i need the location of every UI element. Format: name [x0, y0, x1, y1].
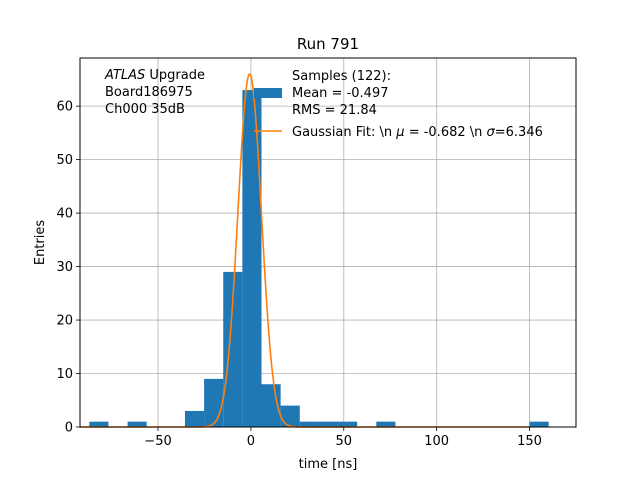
legend-samples-line: Samples (122):: [292, 69, 391, 84]
annotation-line-1: ATLAS Upgrade: [104, 68, 205, 83]
histogram-bar: [184, 410, 205, 427]
plot-background: [80, 58, 576, 427]
y-tick-label: 0: [65, 421, 73, 436]
legend-mean-line: Mean = -0.497: [292, 86, 388, 101]
legend-rms-line: RMS = 21.84: [292, 103, 377, 118]
histogram-bar: [529, 421, 549, 427]
histogram-bar: [338, 421, 358, 427]
histogram-bar: [280, 405, 300, 427]
histogram-bar: [299, 421, 319, 427]
y-axis-label: Entries: [33, 220, 48, 266]
histogram-bar: [318, 421, 339, 427]
histogram-bar: [204, 378, 224, 427]
histogram-bar: [89, 421, 109, 427]
y-tick-label: 20: [56, 314, 73, 329]
y-tick-label: 30: [56, 260, 73, 275]
x-tick-label: 150: [517, 434, 542, 449]
x-axis-label: time [ns]: [299, 457, 358, 472]
histogram-bar: [376, 421, 396, 427]
y-axis-ticks: 0 10 20 30 40 50 60: [56, 100, 80, 436]
histogram-bar: [223, 271, 243, 427]
legend-histogram-swatch: [254, 88, 282, 98]
y-tick-label: 60: [56, 100, 73, 115]
y-tick-label: 10: [56, 367, 73, 382]
x-tick-label: 50: [336, 434, 353, 449]
legend: Samples (122): Mean = -0.497 RMS = 21.84…: [254, 69, 543, 140]
atlas-annotation: ATLAS Upgrade Board186975 Ch000 35dB: [104, 68, 205, 117]
histogram-bar: [127, 421, 147, 427]
annotation-line-2: Board186975: [105, 85, 193, 100]
x-tick-label: 100: [424, 434, 449, 449]
legend-fit-line: Gaussian Fit: \n μ = -0.682 \n σ=6.346: [292, 125, 543, 140]
y-tick-label: 40: [56, 207, 73, 222]
x-tick-label: −50: [144, 434, 171, 449]
x-tick-label: 0: [247, 434, 255, 449]
x-axis-ticks: −50 0 50 100 150: [144, 427, 542, 449]
histogram-bar: [242, 90, 262, 427]
plot-area: [79, 57, 577, 428]
y-tick-label: 50: [56, 153, 73, 168]
annotation-line-3: Ch000 35dB: [105, 102, 185, 117]
chart-title: Run 791: [297, 35, 359, 53]
plot-frame: [79, 57, 577, 428]
